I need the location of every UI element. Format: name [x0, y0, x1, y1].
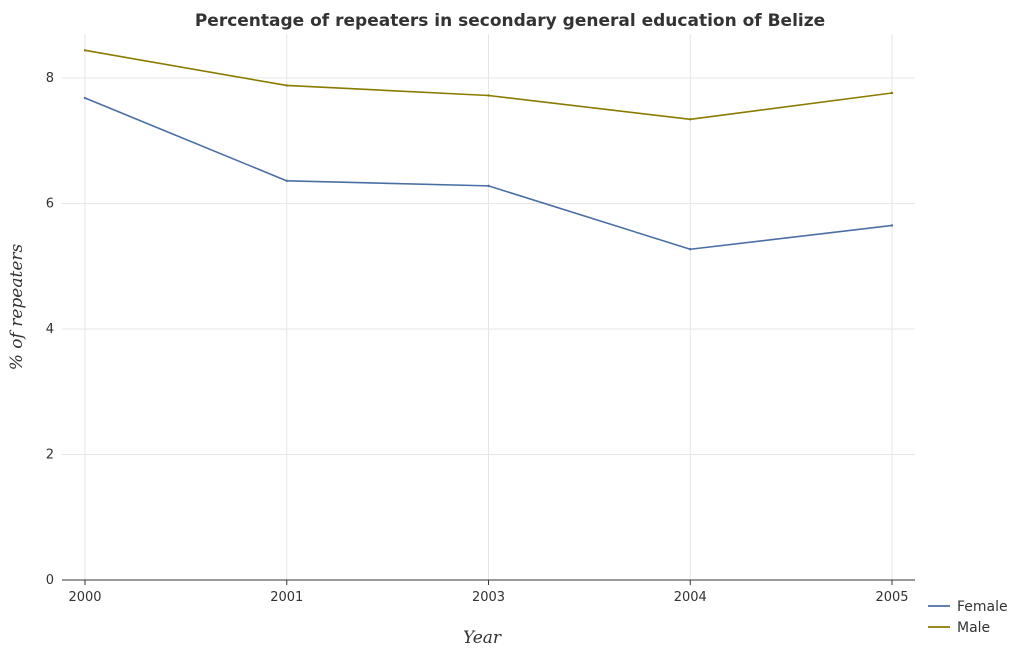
data-point-female [689, 248, 691, 250]
data-point-male [84, 49, 86, 51]
x-axis-label: Year [463, 628, 502, 648]
data-point-male [891, 92, 893, 94]
chart-title: Percentage of repeaters in secondary gen… [195, 11, 825, 31]
x-tick-label: 2001 [270, 590, 303, 605]
y-axis-label: % of repeaters [7, 243, 27, 370]
legend-label-male: Male [957, 620, 990, 636]
grid-lines [62, 34, 915, 580]
x-tick-label: 2004 [674, 590, 707, 605]
legend: Female Male [928, 599, 1008, 636]
y-tick-label: 0 [46, 573, 54, 588]
data-point-female [487, 185, 489, 187]
data-point-male [286, 84, 288, 86]
data-point-male [487, 94, 489, 96]
legend-label-female: Female [957, 599, 1008, 615]
axes: 0 2 4 6 8 2000 2001 2003 2004 2005 [46, 71, 915, 605]
data-point-female [84, 97, 86, 99]
data-point-male [689, 118, 691, 120]
x-tick-label: 2005 [875, 590, 908, 605]
data-point-female [286, 180, 288, 182]
y-tick-label: 8 [46, 71, 54, 86]
x-tick-label: 2000 [68, 590, 101, 605]
x-tick-label: 2003 [472, 590, 505, 605]
y-tick-label: 4 [46, 322, 54, 337]
data-point-female [891, 224, 893, 226]
y-tick-label: 6 [46, 196, 54, 211]
y-tick-label: 2 [46, 447, 54, 462]
